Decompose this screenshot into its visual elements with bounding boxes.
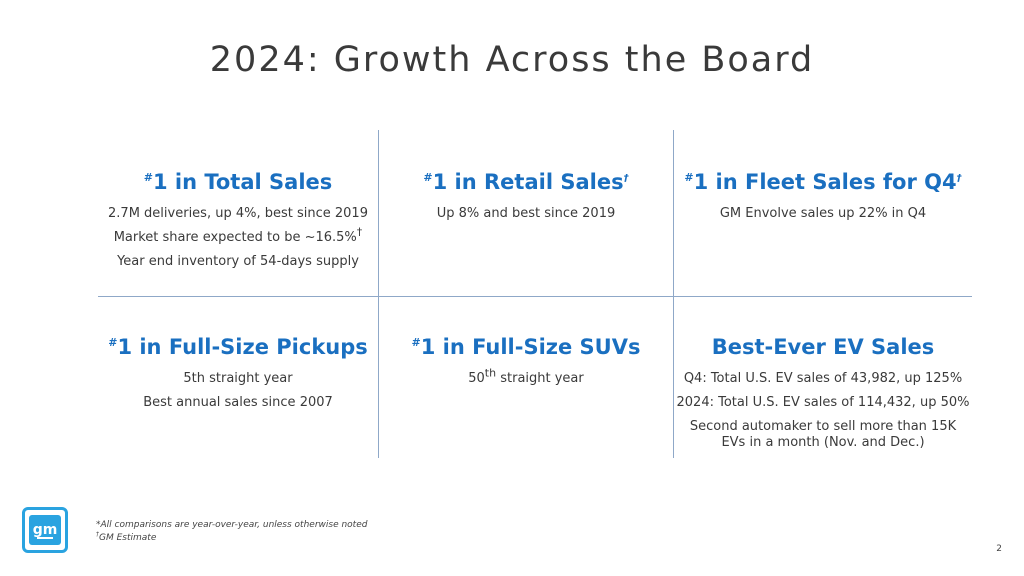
line-text: straight year: [496, 371, 584, 386]
cell-line: Market share expected to be ~16.5%†: [98, 226, 378, 250]
gm-logo: gm: [22, 507, 68, 553]
cell-heading: Best-Ever EV Sales: [711, 335, 935, 359]
cell-ev-sales: Best-Ever EV Sales Q4: Total U.S. EV sal…: [674, 333, 972, 451]
dagger-mark: †: [956, 173, 962, 184]
hash-mark: #: [423, 171, 433, 184]
ordinal-suffix: th: [484, 366, 497, 380]
cell-full-size-suvs: #1 in Full-Size SUVs 50th straight year: [379, 333, 673, 391]
hash-mark: #: [143, 171, 153, 184]
cell-heading: #1 in Fleet Sales for Q4†: [674, 168, 972, 196]
cell-heading: #1 in Full-Size Pickups: [98, 333, 378, 361]
cell-heading: #1 in Total Sales: [98, 168, 378, 196]
cell-line: EVs in a month (Nov. and Dec.): [721, 435, 925, 450]
footnote-text: GM Estimate: [99, 533, 157, 543]
line-text: Market share expected to be ~16.5%: [113, 230, 357, 245]
hash-mark: #: [411, 336, 421, 349]
slide-title: 2024: Growth Across the Board: [209, 40, 815, 80]
vertical-divider-2: [673, 130, 674, 458]
cell-line: 2.7M deliveries, up 4%, best since 2019: [108, 206, 368, 221]
heading-text: 1 in Fleet Sales for Q4: [693, 170, 957, 194]
cell-line: Q4: Total U.S. EV sales of 43,982, up 12…: [683, 371, 963, 386]
cell-line: Year end inventory of 54-days supply: [117, 254, 359, 269]
cell-line: 50th straight year: [379, 367, 673, 391]
cell-line: Up 8% and best since 2019: [436, 206, 616, 221]
hash-mark: #: [684, 171, 694, 184]
gm-logo-underline: [37, 537, 53, 539]
cell-line: GM Envolve sales up 22% in Q4: [719, 206, 927, 221]
cell-line: 2024: Total U.S. EV sales of 114,432, up…: [676, 395, 970, 410]
horizontal-divider: [98, 296, 972, 297]
cell-full-size-pickups: #1 in Full-Size Pickups 5th straight yea…: [98, 333, 378, 415]
gm-logo-text: gm: [33, 522, 58, 538]
cell-fleet-sales: #1 in Fleet Sales for Q4† GM Envolve sal…: [674, 168, 972, 226]
dagger-mark: †: [96, 531, 99, 538]
stats-grid: #1 in Total Sales 2.7M deliveries, up 4%…: [98, 130, 972, 458]
cell-heading: #1 in Retail Sales†: [379, 168, 673, 196]
heading-text: 1 in Retail Sales: [432, 170, 624, 194]
heading-text: 1 in Full-Size Pickups: [117, 335, 368, 359]
vertical-divider-1: [378, 130, 379, 458]
cell-heading: #1 in Full-Size SUVs: [379, 333, 673, 361]
page-number: 2: [996, 544, 1002, 554]
cell-line: Best annual sales since 2007: [143, 395, 333, 410]
cell-retail-sales: #1 in Retail Sales† Up 8% and best since…: [379, 168, 673, 226]
dagger-mark: †: [623, 173, 629, 184]
heading-text: 1 in Full-Size SUVs: [420, 335, 641, 359]
cell-line: 5th straight year: [183, 371, 293, 386]
gm-logo-glyph: gm: [33, 522, 58, 539]
cell-line: Second automaker to sell more than 15K: [689, 419, 957, 434]
heading-text: 1 in Total Sales: [152, 170, 333, 194]
dagger-mark: †: [356, 225, 363, 239]
hash-mark: #: [108, 336, 118, 349]
footnote-estimate: †GM Estimate: [96, 532, 367, 545]
line-number: 50: [468, 371, 485, 386]
cell-total-sales: #1 in Total Sales 2.7M deliveries, up 4%…: [98, 168, 378, 274]
gm-logo-mark: gm: [29, 515, 61, 545]
footnotes: *All comparisons are year-over-year, unl…: [96, 519, 367, 545]
footnote-comparisons: *All comparisons are year-over-year, unl…: [96, 520, 368, 530]
